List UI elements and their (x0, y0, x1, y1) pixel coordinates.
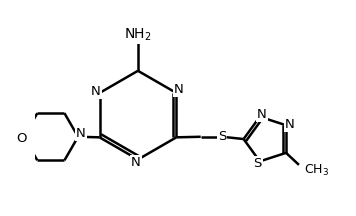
Text: N: N (257, 108, 267, 121)
Text: CH$_3$: CH$_3$ (304, 162, 329, 178)
Text: N: N (76, 127, 86, 140)
Text: S: S (253, 157, 262, 170)
Text: N: N (131, 156, 141, 169)
Text: N: N (174, 83, 183, 96)
Text: O: O (16, 132, 27, 145)
Text: N: N (284, 118, 294, 131)
Text: S: S (218, 130, 226, 143)
Text: NH$_2$: NH$_2$ (124, 27, 152, 43)
Text: N: N (91, 85, 101, 98)
